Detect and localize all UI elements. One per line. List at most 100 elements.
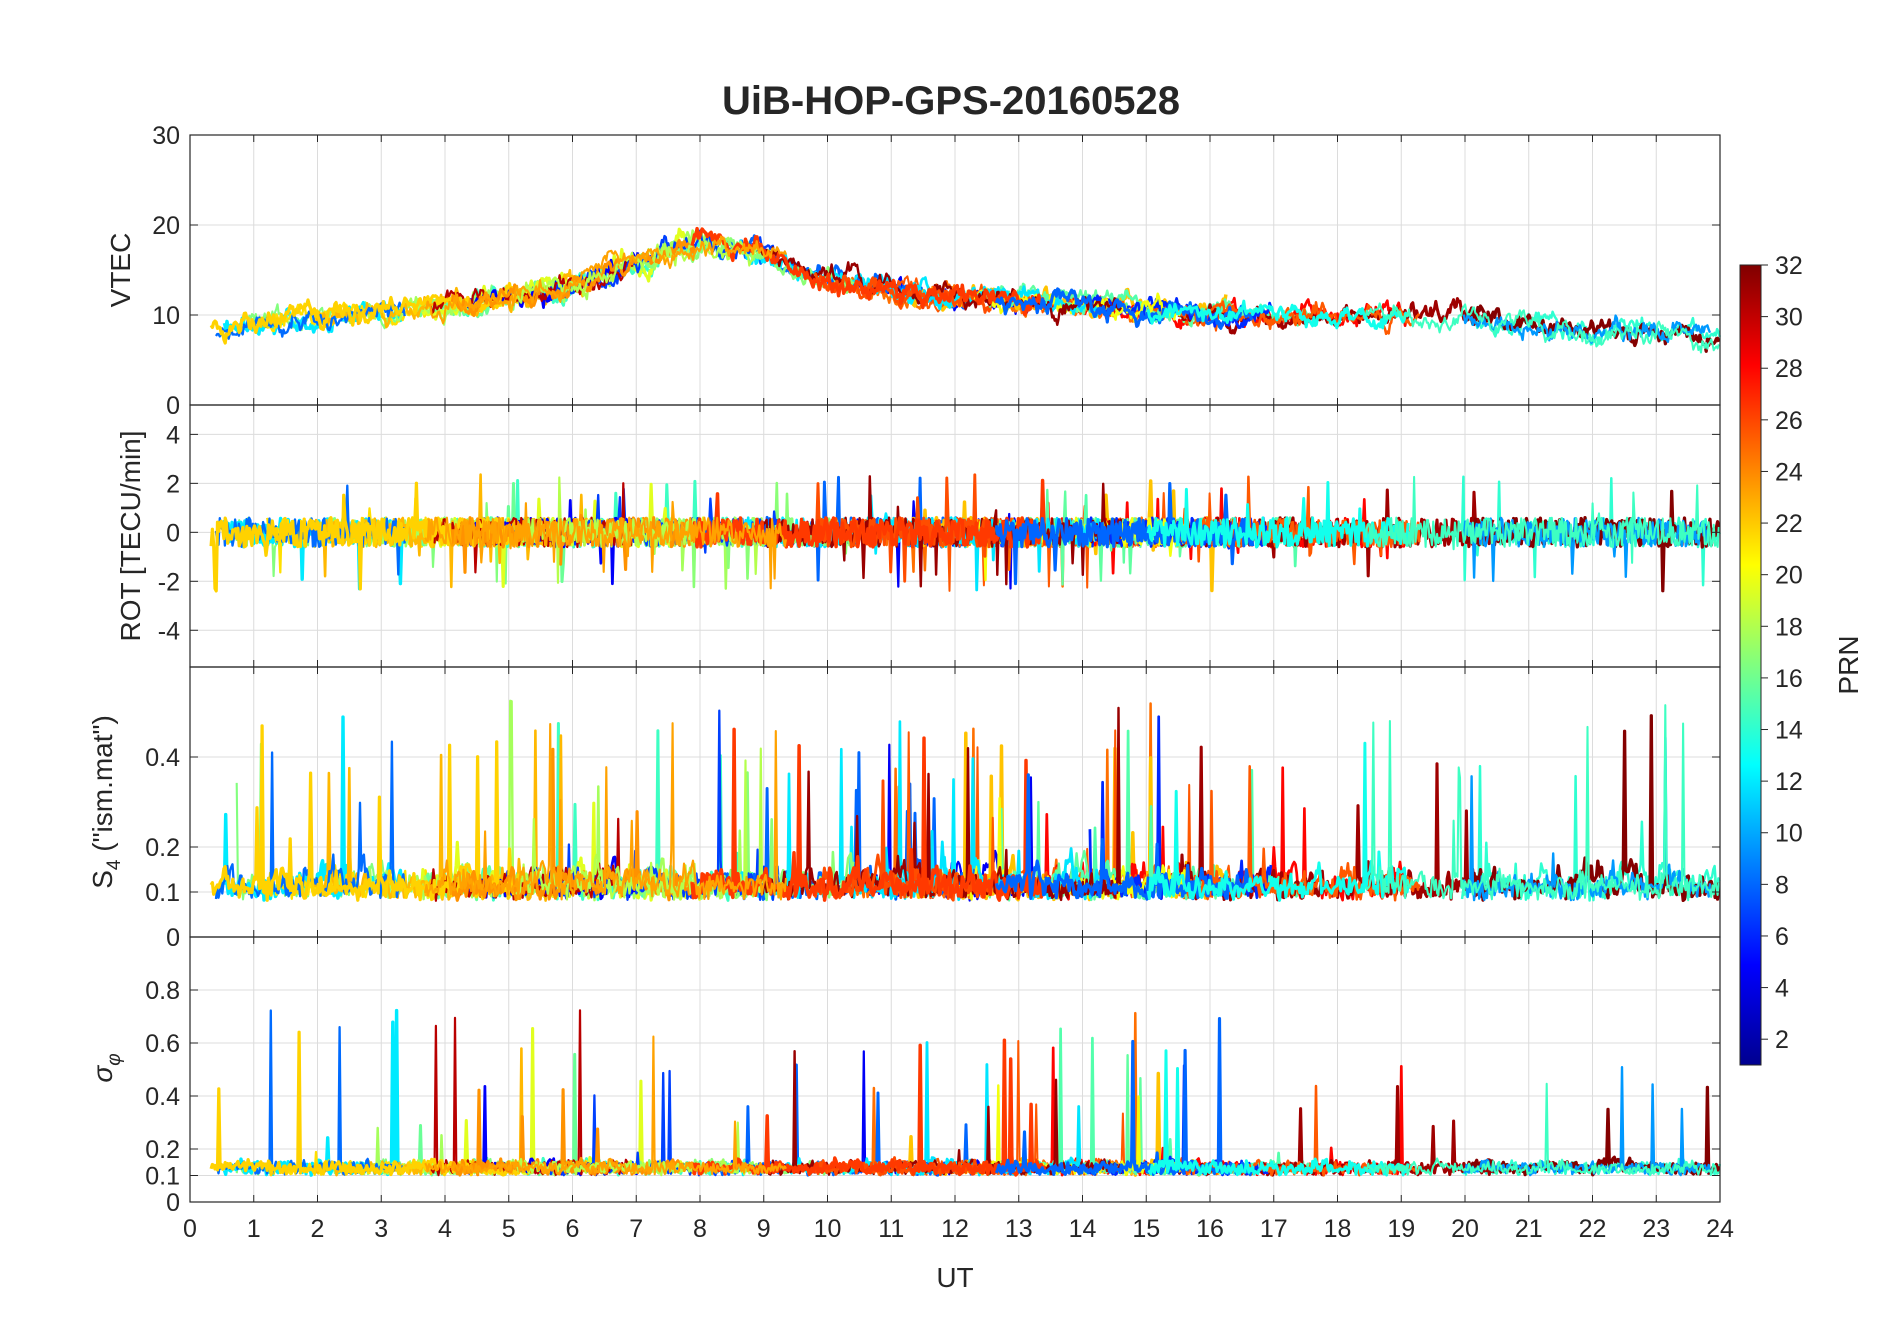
s4-y-ticks: 0.1 0.2 0.4 0 [145,744,1720,952]
x-axis-ticks: 0 1 2 3 4 5 6 7 8 9 10 11 12 13 14 15 16 17 18 19 20 21 22 23 24 [183,135,1734,1243]
x-tick-label: 23 [1642,1215,1670,1243]
prn-trace [1364,704,1720,902]
colorbar-tick-label: 28 [1775,355,1803,383]
s4-ylabel-spacer [87,852,118,860]
prn-trace [691,478,1047,549]
prn-trace [994,287,1254,330]
y-tick-label: 10 [152,302,180,330]
colorbar-label: PRN [1833,635,1864,694]
panel-s4: 0.1 0.2 0.4 0 S4 ("ism.mat") [87,666,1721,952]
panel-rot: -4 -2 0 2 4 ROT [TECU/min] [115,404,1721,668]
y-tick-label: 20 [152,212,180,240]
colorbar-tick-label: 10 [1775,820,1803,848]
prn-trace [690,1038,1047,1177]
sigma-phi-ylabel-symbol: σ [87,1065,118,1083]
rot-traces [209,473,1721,593]
prn-trace [690,727,1047,902]
colorbar-gradient [1739,264,1762,1066]
x-tick-label: 9 [757,1215,771,1243]
x-tick-label: 11 [878,1215,904,1243]
prn-trace [1146,741,1410,902]
colorbar-tick-label: 18 [1775,613,1803,641]
y-tick-label: -4 [158,617,180,645]
x-tick-label: 16 [1196,1215,1224,1243]
prn-trace [1044,1046,1409,1177]
x-tick-label: 19 [1387,1215,1415,1243]
y-tick-label: 0.8 [145,977,180,1005]
s4-zero-tick-label: 0 [166,924,180,952]
colorbar-tick-label: 32 [1775,252,1803,280]
vtec-y-ticks: 0 10 20 30 [152,122,1720,420]
prn-trace [759,246,1123,327]
x-tick-label: 20 [1451,1215,1479,1243]
colorbar-tick-label: 14 [1775,717,1803,745]
prn-trace [424,235,787,325]
colorbar-tick-label: 24 [1775,458,1803,486]
x-tick-label: 6 [566,1215,580,1243]
prn-trace [1146,299,1410,330]
prn-trace [209,281,522,345]
y-tick-label: 0 [166,392,180,420]
prn-trace [424,1035,787,1176]
x-tick-label: 15 [1132,1215,1160,1243]
y-tick-label: 0 [166,519,180,547]
y-tick-label: 0.1 [145,1163,180,1191]
prn-trace [1364,1082,1720,1177]
x-tick-label: 5 [502,1215,516,1243]
colorbar-tick-label: 8 [1775,871,1789,899]
figure-title: UiB-HOP-GPS-20160528 [722,79,1180,123]
panel-sigma-phi: 00.10.2 0.4 0.6 0.8 σφ [87,936,1721,1217]
prn-trace [424,500,788,590]
x-tick-label: 14 [1069,1215,1097,1243]
prn-trace [759,1049,1123,1176]
s4-ylabel-symbol: S [87,870,118,889]
colorbar-tick-label: 22 [1775,510,1803,538]
s4-traces [209,699,1721,903]
y-tick-label: 0.4 [145,744,180,772]
prn-trace [1146,481,1410,549]
prn-trace [209,724,522,902]
x-tick-label: 3 [374,1215,388,1243]
prn-trace [813,473,992,583]
vtec-ylabel: VTEC [105,233,136,308]
colorbar-tick-label: 6 [1775,923,1789,951]
y-tick-label: 0.2 [145,834,180,862]
prn-trace [222,1008,404,1177]
sigma-phi-ylabel: σφ [87,1053,125,1082]
prn-trace [867,1041,1100,1177]
colorbar-tick-label: 2 [1775,1026,1789,1054]
x-tick-label: 24 [1706,1215,1734,1243]
colorbar-tick-label: 16 [1775,665,1803,693]
prn-trace [849,1011,1167,1177]
sigma-phi-y-ticks: 00.10.2 0.4 0.6 0.8 [145,977,1720,1217]
rot-y-ticks: -4 -2 0 2 4 [158,421,1720,645]
x-tick-label: 7 [629,1215,643,1243]
prn-trace [1364,302,1720,354]
x-tick-label: 17 [1260,1215,1288,1243]
colorbar-tick-label: 4 [1775,975,1789,1003]
s4-ylabel-text: ("ism.mat") [87,715,118,852]
prn-trace [1463,1066,1712,1177]
y-tick-label: 0.1 [145,879,180,907]
x-tick-label: 22 [1579,1215,1607,1243]
y-tick-label: 2 [166,470,180,498]
panel-vtec: 0 10 20 30 VTEC [105,122,1721,420]
y-tick-label: -2 [158,568,180,596]
y-tick-label: 0.2 [145,1136,180,1164]
prn-trace [515,234,763,304]
x-tick-label: 1 [247,1215,261,1243]
colorbar-tick-label: 12 [1775,768,1803,796]
y-tick-label: 0 [166,1189,180,1217]
vtec-traces [209,226,1721,354]
prn-trace [994,482,1255,586]
rot-ylabel: ROT [TECU/min] [115,430,146,641]
x-tick-label: 8 [693,1215,707,1243]
colorbar-tick-label: 30 [1775,304,1803,332]
x-axis-label: UT [936,1262,973,1293]
x-tick-label: 4 [438,1215,452,1243]
y-tick-label: 0.6 [145,1030,180,1058]
x-tick-label: 12 [941,1215,969,1243]
y-tick-label: 0.4 [145,1083,180,1111]
